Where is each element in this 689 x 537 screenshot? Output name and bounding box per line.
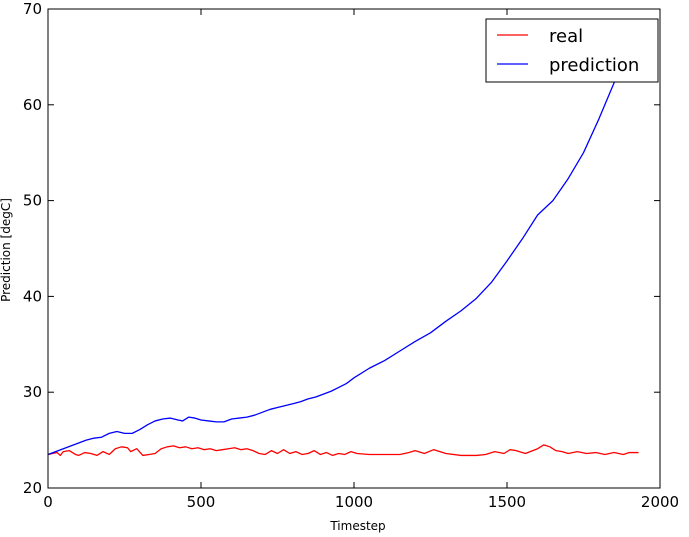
- legend: real prediction: [485, 18, 659, 83]
- series-line-real: [47, 444, 639, 457]
- legend-box: [485, 18, 659, 83]
- tick-layer: 0 500 1000 1500 2000 20 30 40 50 60 70: [23, 0, 679, 511]
- y-tick-label: 60: [23, 96, 42, 114]
- series-layer: [47, 71, 639, 457]
- y-tick-label: 30: [23, 383, 42, 401]
- x-tick-label: 1000: [335, 493, 373, 511]
- y-tick-label: 40: [23, 287, 42, 305]
- x-tick-label: 0: [43, 493, 53, 511]
- y-axis-label: Prediction [degC]: [0, 198, 13, 302]
- y-tick-label: 70: [23, 0, 42, 18]
- y-tick-label: 20: [23, 479, 42, 497]
- legend-label-real: real: [549, 26, 583, 47]
- x-tick-label: 1500: [488, 493, 526, 511]
- x-tick-label: 2000: [641, 493, 679, 511]
- series-line-prediction: [47, 71, 618, 456]
- x-axis-label: Timestep: [329, 519, 385, 533]
- legend-label-prediction: prediction: [549, 55, 639, 76]
- y-tick-label: 50: [23, 192, 42, 210]
- x-tick-label: 500: [187, 493, 216, 511]
